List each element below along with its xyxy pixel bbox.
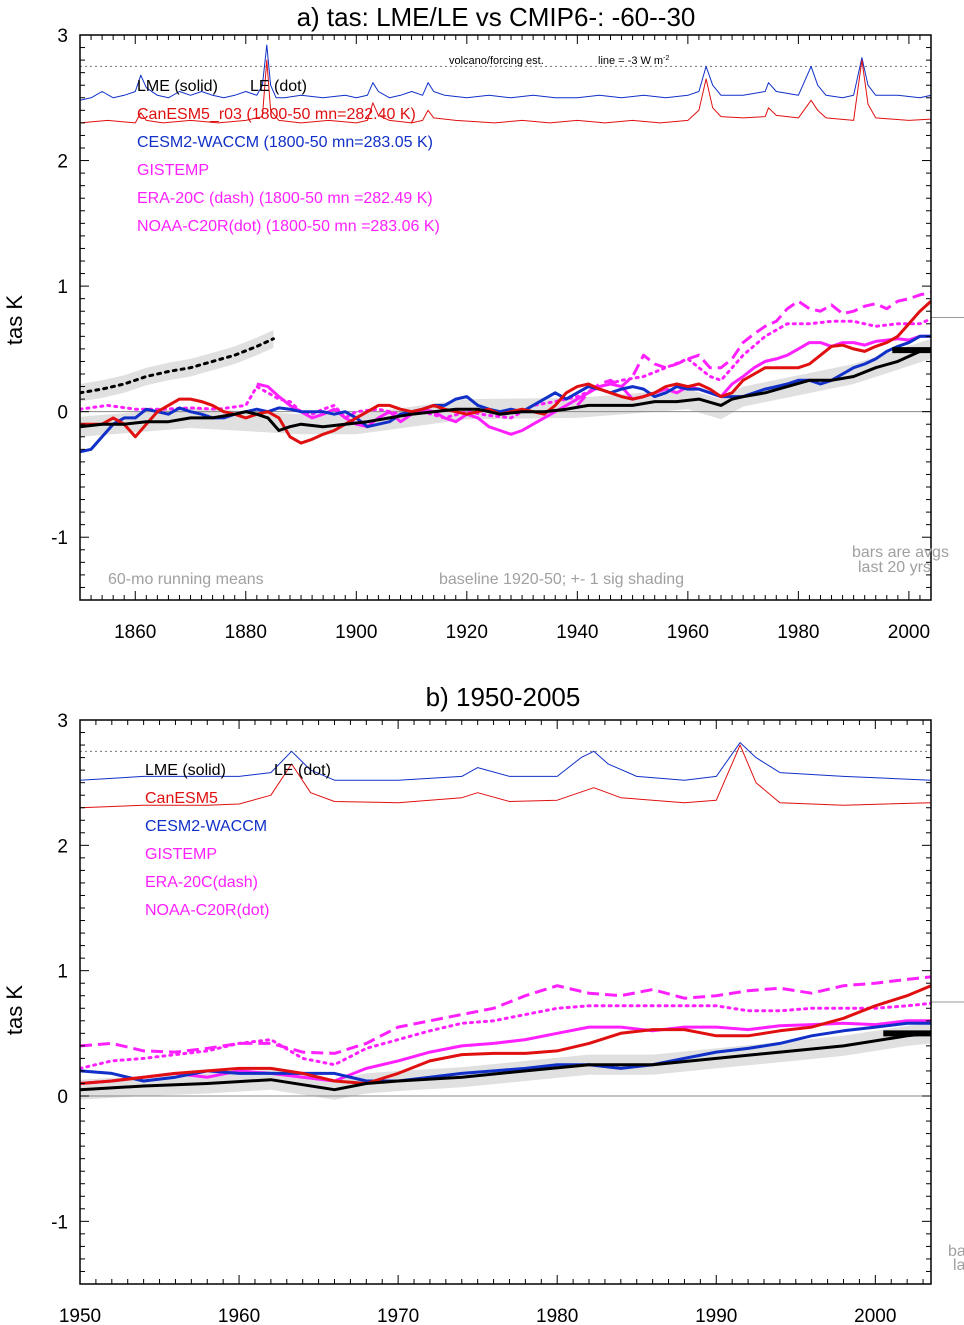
panel-b-series-canesm5-volcano-forcing [80,744,931,809]
panel-b-xtick-label: 1960 [218,1306,260,1325]
panel-a-bars-note-2: last 20 yrs [858,559,931,576]
panel-a-shade-band-1 [80,338,931,437]
panel-a-xtick-label: 1860 [114,622,156,643]
panel-a-frame [79,34,932,601]
panel-b-ytick-label: 0 [57,1087,68,1108]
panel-a-volcano-line-sup: -2 [663,55,669,62]
panel-a-xtick-label: 1980 [777,622,819,643]
panel-a-ytick-label: 2 [57,152,68,173]
panel-a-xtick-label: 2000 [888,622,930,643]
legend-gistemp: GISTEMP [137,162,209,179]
panel-b-shade-band-0 [80,1023,931,1100]
panel-a-series-le [80,337,275,395]
panel-b-ytick-label: 1 [57,962,68,983]
panel-b-xtick-label: 1970 [377,1306,419,1325]
panel-b-series-canesm5 [80,984,931,1085]
panel-b-ytick-label: -1 [51,1212,68,1233]
panel-a-ylabel: tas K [2,295,27,345]
panel-a-ytick-label: 3 [57,26,68,47]
panel-b-series-lme [80,1031,931,1092]
panel-a-volcano-note: volcano/forcing est. [449,55,544,67]
panel-a-ytick-label: 1 [57,277,68,298]
panel-a-xtick-label: 1960 [667,622,709,643]
legend-b-cesm: CESM2-WACCM [145,818,267,835]
legend-b-noaa: NOAA-C20R(dot) [145,902,269,919]
panel-a-running-note: 60-mo running means [108,571,264,588]
legend-b-lme: LME (solid) [145,762,226,779]
panel-a-series-lme [80,347,931,432]
panel-a-series-cesm2-waccm [80,334,931,454]
panel-b-xtick-label: 2000 [854,1306,896,1325]
panel-b-bars-note-2: la [953,1257,964,1274]
panel-a-series-canesm5-volcano-forcing [80,59,931,124]
panel-b-ytick-label: 3 [57,711,68,732]
panel-a-xtick-label: 1920 [446,622,488,643]
panel-b-frame [79,719,932,1285]
panel-b-xtick-label: 1980 [536,1306,578,1325]
panel-a-series-cesm2-waccm-volcano-forcing [80,44,931,101]
panel-a-bars [892,317,964,354]
panel-b: b) 1950-2005 tas K 1950 1960 1970 1980 1990 2… [2,682,964,1325]
panel-b-series-gistemp [80,1019,931,1085]
panel-b-ytick-label: 2 [57,836,68,857]
legend-era20c: ERA-20C (dash) (1800-50 mn =282.49 K) [137,190,433,207]
panel-b-shading [80,1023,931,1100]
panel-a-series [80,44,931,454]
panel-a-ytick-label: -1 [51,528,68,549]
panel-a-legend: LME (solid) LE (dot) CanESM5_r03 (1800-5… [137,78,440,235]
legend-noaa: NOAA-C20R(dot) (1800-50 mn =283.06 K) [137,218,440,235]
panel-b-ylabel: tas K [2,985,27,1035]
panel-a-series-era-20c [576,290,931,407]
legend-canesm: CanESM5_r03 (1800-50 mn=282.40 K) [137,106,416,123]
panel-a-title: a) tas: LME/LE vs CMIP6-: -60--30 [297,2,696,32]
legend-le: LE (dot) [250,78,307,95]
panel-b-series [80,742,931,1092]
legend-cesm: CESM2-WACCM (1800-50 mn=283.05 K) [137,134,433,151]
panel-b-series-cesm2-waccm [80,1021,931,1083]
panel-a-axes: 1860 1880 1900 1920 1940 1960 1980 2000 -1 0 1 2 3 [51,26,932,643]
legend-b-gistemp: GISTEMP [145,846,217,863]
legend-lme: LME (solid) [137,78,218,95]
panel-b-series-cesm2-waccm-volcano-forcing [80,742,931,781]
panel-a-bars-note-1: bars are avgs [852,544,949,561]
panel-a-series-noaa-c20r [80,317,931,420]
panel-a-xtick-label: 1940 [556,622,598,643]
legend-b-le: LE (dot) [274,762,331,779]
panel-a-volcano-line-text: line = -3 W m [598,55,663,67]
panel-b-series-era-20c [80,975,931,1055]
legend-b-era20c: ERA-20C(dash) [145,874,258,891]
legend-b-canesm: CanESM5 [145,790,218,807]
panel-b-title: b) 1950-2005 [426,682,581,712]
panel-b-bars-note-1: ba [948,1243,964,1260]
panel-b-reference-lines [80,750,931,1097]
panel-a: a) tas: LME/LE vs CMIP6-: -60--30 tas K … [2,2,964,643]
panel-b-xtick-label: 1950 [59,1306,101,1325]
panel-b-bars [883,1001,964,1037]
panel-b-axes: 1950 1960 1970 1980 1990 2000 -1 0 1 2 3 [51,711,931,1325]
panel-a-xtick-label: 1880 [225,622,267,643]
panel-a-xtick-label: 1900 [335,622,377,643]
panel-b-xtick-label: 1990 [695,1306,737,1325]
panel-a-volcano-line-note: line = -3 W m-2 [598,55,669,67]
panel-b-legend: LME (solid) LE (dot) CanESM5 CESM2-WACCM… [145,762,331,919]
panel-a-ytick-label: 0 [57,403,68,424]
panel-a-shade-band-0 [80,330,274,402]
panel-a-baseline-note: baseline 1920-50; +- 1 sig shading [439,571,684,588]
